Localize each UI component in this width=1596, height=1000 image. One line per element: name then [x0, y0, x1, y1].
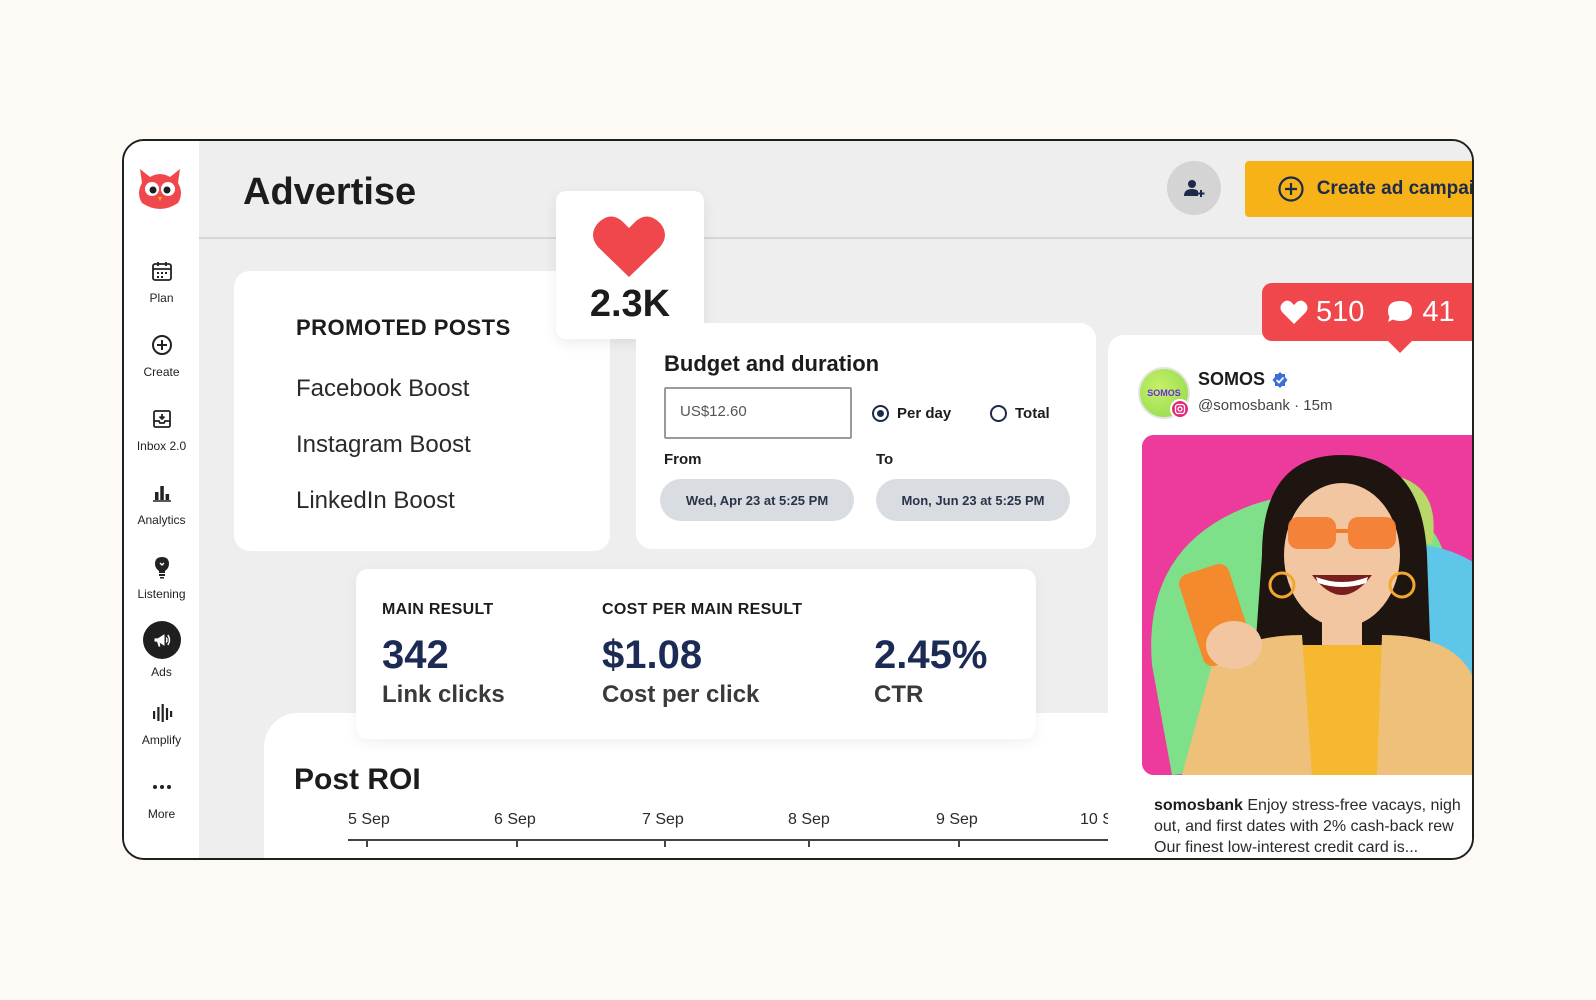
create-ad-campaign-label: Create ad campaign [1316, 178, 1474, 199]
from-date-picker[interactable]: Wed, Apr 23 at 5:25 PM [660, 479, 854, 521]
post-author-name: SOMOS [1198, 369, 1289, 390]
to-date-picker[interactable]: Mon, Jun 23 at 5:25 PM [876, 479, 1070, 521]
sidebar-item-label: Plan [149, 291, 174, 305]
from-label: From [664, 451, 702, 468]
sidebar-item-label: Listening [137, 587, 186, 601]
post-preview-card: SOMOS SOMOS @somosbank · 15m [1108, 335, 1472, 858]
main-result-sub: Link clicks [382, 681, 505, 708]
promoted-item-instagram[interactable]: Instagram Boost [296, 431, 471, 458]
comments-group: 41 [1386, 295, 1455, 329]
sidebar-item-label: Amplify [141, 733, 182, 747]
roi-axis-line [348, 839, 1120, 841]
ctr-value: 2.45% [874, 633, 988, 677]
caption-line: out, and first dates with 2% cash-back r… [1154, 818, 1454, 835]
roi-tick-mark [516, 839, 518, 847]
comments-count: 41 [1422, 295, 1455, 328]
sidebar-item-label: More [147, 807, 176, 821]
likes-count: 510 [1316, 295, 1365, 328]
sidebar-item-inbox[interactable]: Inbox 2.0 [124, 407, 199, 453]
likes-count: 2.3K [589, 283, 671, 325]
calendar-icon [150, 259, 174, 283]
bar-chart-icon [150, 481, 174, 505]
owl-logo-icon[interactable] [134, 161, 186, 213]
add-user-icon [1184, 180, 1205, 197]
radio-selected-icon [872, 405, 889, 422]
cost-per-result-label: COST PER MAIN RESULT [602, 601, 803, 618]
likes-group: 510 [1280, 296, 1364, 329]
roi-tick-mark [664, 839, 666, 847]
per-day-label: Per day [897, 405, 952, 422]
sidebar-item-create[interactable]: Create [124, 333, 199, 379]
add-user-button[interactable] [1167, 161, 1221, 215]
sidebar-item-label: Analytics [137, 513, 186, 527]
roi-tick-label: 8 Sep [788, 811, 830, 828]
main-result-label: MAIN RESULT [382, 601, 494, 618]
cost-per-result-sub: Cost per click [602, 681, 760, 708]
budget-card: Budget and duration US$12.60 Per day Tot… [636, 323, 1096, 549]
total-radio[interactable]: Total [990, 405, 1050, 422]
post-caption: somosbank Enjoy stress-free vacays, nigh… [1154, 795, 1472, 858]
heart-icon [1280, 300, 1308, 324]
megaphone-icon [142, 621, 181, 659]
inbox-icon [150, 407, 174, 431]
roi-tick-label: 7 Sep [642, 811, 684, 828]
roi-tick-label: 9 Sep [936, 811, 978, 828]
promoted-item-facebook[interactable]: Facebook Boost [296, 375, 470, 402]
lightbulb-icon [150, 555, 174, 579]
to-label: To [876, 451, 894, 468]
sidebar: Plan Create Inbox 2.0 Analytics Listenin [124, 141, 199, 858]
main-result-value: 342 [382, 633, 449, 677]
post-author-text: SOMOS [1198, 369, 1266, 389]
total-label: Total [1015, 405, 1050, 422]
post-image [1142, 435, 1472, 775]
sidebar-item-amplify[interactable]: Amplify [124, 701, 199, 747]
promoted-posts-card: PROMOTED POSTS Facebook Boost Instagram … [234, 271, 610, 551]
promoted-posts-title: PROMOTED POSTS [296, 315, 511, 340]
engagement-notification: 510 41 [1262, 283, 1472, 353]
sidebar-item-listening[interactable]: Listening [124, 555, 199, 601]
avatar: SOMOS [1138, 367, 1190, 419]
plus-circle-icon [150, 333, 174, 357]
sidebar-item-label: Create [143, 365, 180, 379]
create-ad-campaign-button[interactable]: Create ad campaign [1245, 161, 1474, 217]
budget-title: Budget and duration [664, 351, 880, 376]
caption-line: Our finest low-interest credit card is..… [1154, 839, 1419, 856]
sidebar-item-ads[interactable]: Ads [124, 621, 199, 679]
instagram-icon [1170, 399, 1190, 419]
heart-icon [593, 216, 665, 277]
comment-icon [1388, 301, 1413, 322]
roi-tick-label: 5 Sep [348, 811, 390, 828]
roi-tick-mark [958, 839, 960, 847]
sidebar-item-plan[interactable]: Plan [124, 259, 199, 305]
radio-unselected-icon [990, 405, 1007, 422]
page-title: Advertise [243, 171, 417, 213]
ctr-sub: CTR [874, 681, 924, 708]
post-roi-title: Post ROI [294, 763, 421, 796]
sidebar-item-label: Inbox 2.0 [136, 439, 187, 453]
plus-circle-icon [1278, 176, 1304, 202]
roi-tick-label: 6 Sep [494, 811, 536, 828]
more-icon [150, 775, 174, 799]
amplify-icon [150, 701, 174, 725]
verified-badge-icon [1272, 371, 1288, 388]
cost-per-result-value: $1.08 [602, 633, 703, 677]
app-window: Plan Create Inbox 2.0 Analytics Listenin [122, 139, 1474, 860]
sidebar-item-analytics[interactable]: Analytics [124, 481, 199, 527]
post-handle: @somosbank · 15m [1198, 397, 1333, 414]
caption-username[interactable]: somosbank [1154, 797, 1243, 814]
page-header: Advertise Create ad campaign [199, 141, 1472, 239]
roi-tick-mark [366, 839, 368, 847]
per-day-radio[interactable]: Per day [872, 405, 951, 422]
sidebar-item-more[interactable]: More [124, 775, 199, 821]
caption-line: Enjoy stress-free vacays, nigh [1247, 797, 1461, 814]
results-card: MAIN RESULT 342 Link clicks COST PER MAI… [356, 569, 1036, 739]
promoted-item-linkedin[interactable]: LinkedIn Boost [296, 487, 455, 514]
budget-amount-input[interactable]: US$12.60 [664, 387, 852, 439]
roi-tick-mark [808, 839, 810, 847]
sidebar-item-label: Ads [151, 665, 172, 679]
likes-card: 2.3K [556, 191, 704, 339]
